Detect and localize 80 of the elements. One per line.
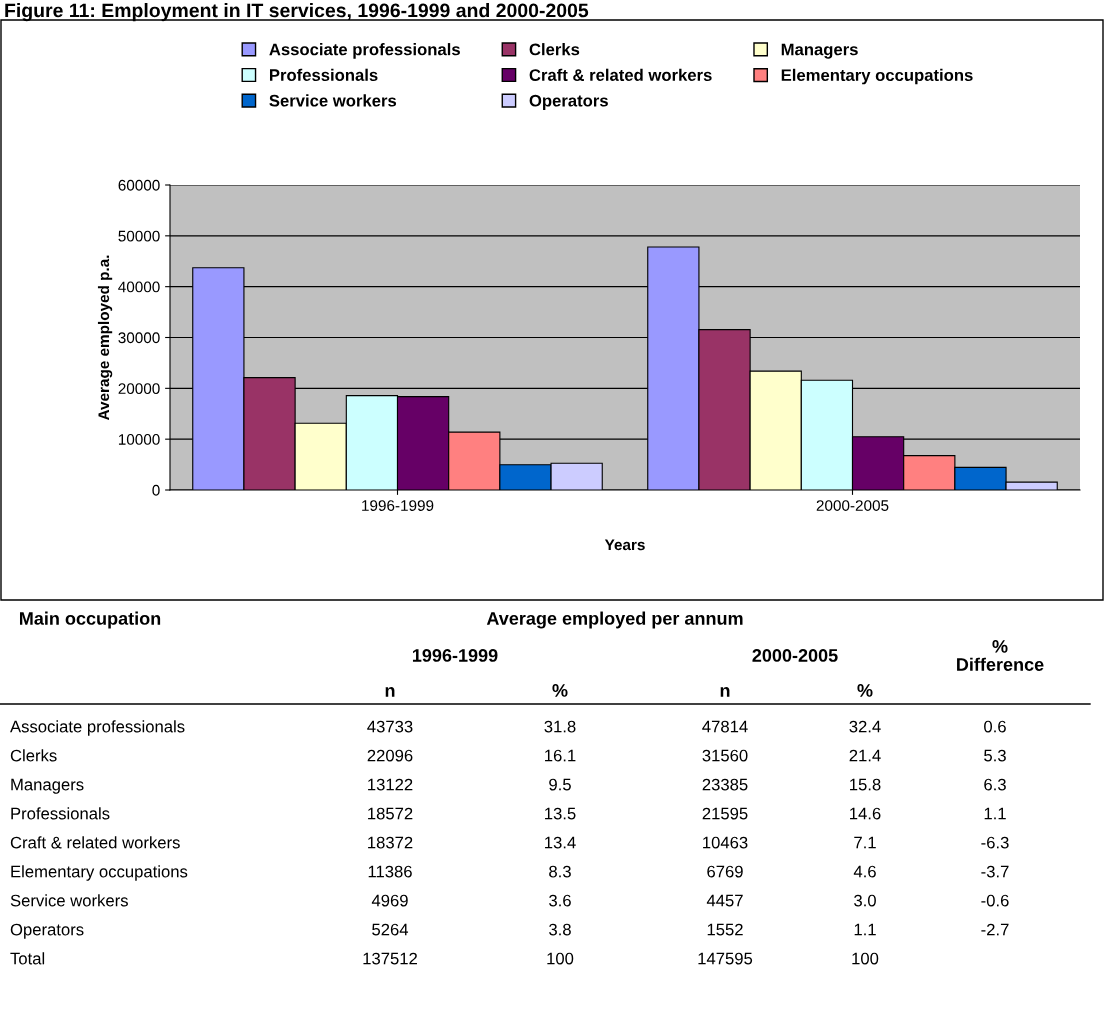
text: Managers <box>11 778 84 794</box>
y-tick-label: 20000 <box>118 383 160 395</box>
text: 3.0 <box>854 894 876 907</box>
text: 3.8 <box>549 923 571 936</box>
text: 137512 <box>363 952 417 965</box>
data-label: 18372 <box>368 836 413 849</box>
text: 14.6 <box>850 807 881 820</box>
text: -2.7 <box>981 923 1009 936</box>
legend-label: Associate professionals <box>269 43 460 59</box>
y-tick-label: 0 <box>152 484 160 496</box>
x-axis-title: Years <box>604 539 645 551</box>
y-tick-label: 60000 <box>118 179 160 191</box>
text: 13.5 <box>545 807 576 820</box>
data-label: 5264 <box>372 923 409 936</box>
text: 4.6 <box>853 865 876 878</box>
text: -3.7 <box>981 865 1009 878</box>
legend-label: Craft & related workers <box>529 68 712 81</box>
data-label: 18572 <box>368 807 413 820</box>
category-label: 1996-1999 <box>412 649 498 662</box>
data-label: 10463 <box>703 836 748 849</box>
text: Craft & related workers <box>10 836 180 849</box>
y-tick-label: 50000 <box>118 230 160 242</box>
text: 5.3 <box>984 749 1006 762</box>
data-label: 31560 <box>702 749 748 762</box>
text: -0.6 <box>981 894 1009 907</box>
text: -6.3 <box>981 836 1009 849</box>
text: 32.4 <box>849 720 881 733</box>
text: 100 <box>547 952 574 965</box>
text: Clerks <box>10 749 57 762</box>
text: 1.1 <box>854 923 876 936</box>
text: Elementary occupations <box>11 865 188 881</box>
legend-label: Clerks <box>529 43 580 56</box>
text: 16.1 <box>545 749 576 762</box>
text: % <box>857 684 873 697</box>
text: 0.6 <box>984 720 1006 733</box>
data-label: 4969 <box>371 894 408 907</box>
text: 13.4 <box>545 836 576 849</box>
y-tick-label: 10000 <box>118 434 160 445</box>
legend-label: Managers <box>781 43 858 59</box>
legend-label: Service workers <box>269 94 397 107</box>
category-label: 2000-2005 <box>752 649 838 662</box>
legend-label: Professionals <box>269 68 378 81</box>
text: Total <box>10 952 45 965</box>
data-label: 6769 <box>707 865 743 878</box>
text: Operators <box>10 923 84 939</box>
text: 31.8 <box>544 720 576 733</box>
text: Professionals <box>11 807 110 820</box>
chart-title: Figure 11: Employment in IT services, 1996-1999 and 2000-2005 <box>5 3 589 22</box>
data-label: 4457 <box>706 894 743 907</box>
data-label: 21595 <box>702 807 748 820</box>
data-label: 47814 <box>702 720 748 733</box>
data-label: 43733 <box>367 720 413 733</box>
data-label: 1552 <box>707 923 743 936</box>
text: 15.8 <box>850 778 881 791</box>
y-tick-label: 40000 <box>118 281 160 293</box>
legend-label: Operators <box>529 94 608 110</box>
text: Average employed per annum <box>486 611 743 629</box>
text: 8.3 <box>549 865 571 878</box>
text: 9.5 <box>549 778 571 791</box>
y-axis-title: Average employed p.a. <box>97 255 113 421</box>
y-tick-label: 30000 <box>118 332 160 344</box>
text: % <box>552 684 568 697</box>
text: 21.4 <box>849 749 881 762</box>
legend-label: Elementary occupations <box>781 68 973 85</box>
text: Service workers <box>10 894 128 907</box>
text: n <box>720 686 730 697</box>
text: n <box>385 686 395 697</box>
text: Associate professionals <box>10 720 185 736</box>
data-label: 23385 <box>702 778 748 791</box>
data-label: 11386 <box>368 865 412 878</box>
data-label: 22096 <box>367 749 413 762</box>
text: 3.6 <box>549 894 571 907</box>
text: Main occupation <box>19 611 161 629</box>
text: % Difference <box>957 640 1044 671</box>
text: 147595 <box>698 952 753 965</box>
data-label: 13122 <box>368 778 413 791</box>
text: 7.1 <box>854 836 876 849</box>
text: 100 <box>852 952 879 965</box>
text: 6.3 <box>984 778 1006 791</box>
text: 1.1 <box>984 807 1006 820</box>
